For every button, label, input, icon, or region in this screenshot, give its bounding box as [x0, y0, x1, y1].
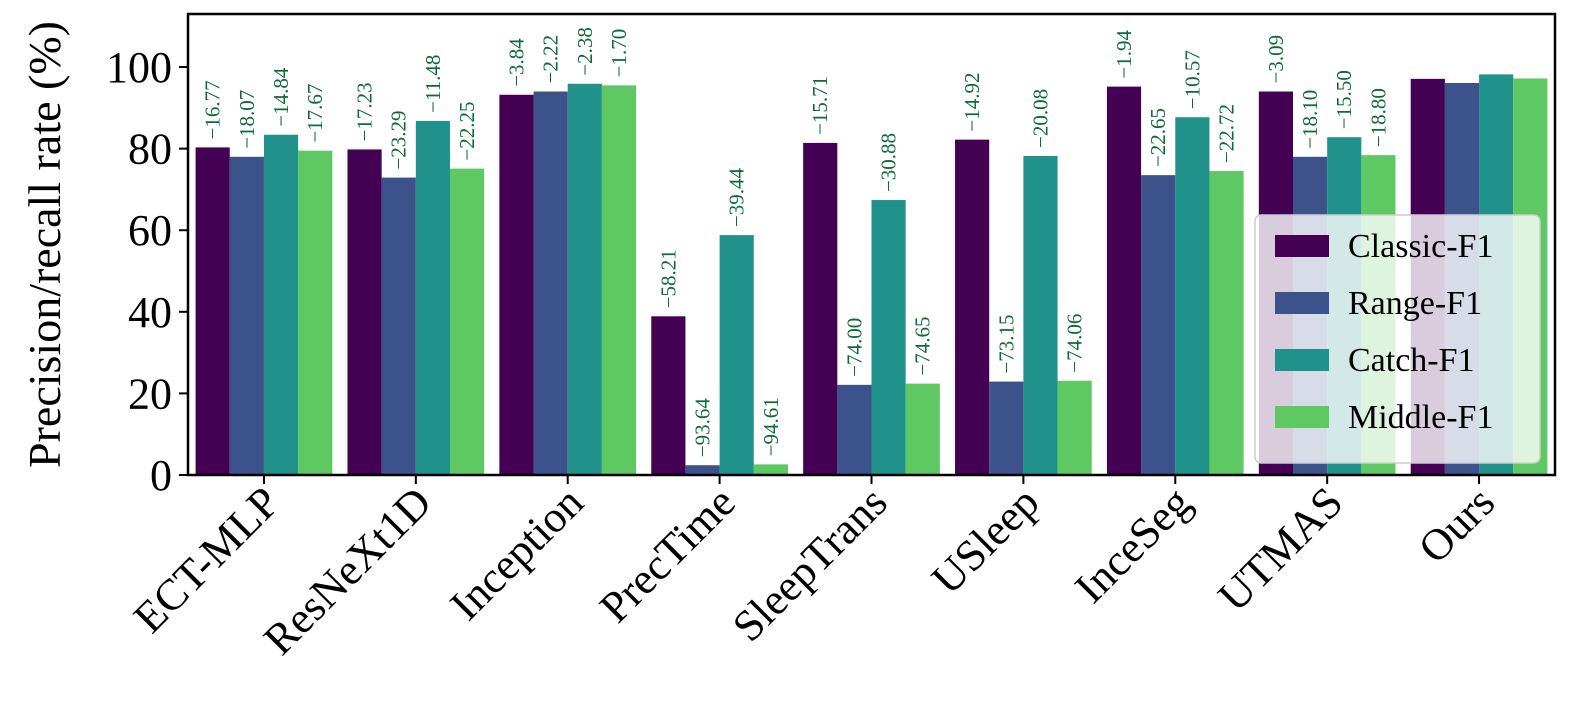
bar-catch-f1-prectime	[719, 235, 754, 475]
y-tick-label: 40	[128, 288, 172, 337]
bar-value-label: −22.25	[455, 102, 479, 161]
legend-swatch	[1275, 235, 1329, 257]
bar-range-f1-inceseg	[1141, 175, 1176, 475]
y-tick-label: 80	[128, 125, 172, 174]
bar-value-label: −94.61	[759, 397, 783, 456]
bar-range-f1-sleeptrans	[837, 384, 872, 475]
legend-entry: Range-F1	[1348, 285, 1482, 322]
bar-value-label: −3.84	[504, 38, 528, 87]
x-tick-label: UTMAS	[1209, 477, 1353, 621]
x-tick-label: Ours	[1409, 477, 1504, 572]
bar-range-f1-ect-mlp	[229, 156, 264, 476]
bar-value-label: −10.57	[1180, 50, 1204, 109]
bar-value-label: −14.84	[269, 67, 293, 127]
bar-value-label: −17.67	[303, 84, 327, 143]
bar-value-label: −16.77	[201, 80, 225, 139]
bar-value-label: −18.07	[235, 90, 259, 149]
x-tick-label: SleepTrans	[723, 477, 897, 651]
x-tick-label: Inception	[441, 477, 593, 629]
bar-catch-f1-sleeptrans	[871, 200, 906, 475]
bar-value-label: −15.50	[1332, 70, 1356, 129]
bar-middle-f1-ect-mlp	[298, 150, 333, 476]
bar-value-label: −22.65	[1146, 108, 1170, 167]
bar-catch-f1-usleep	[1023, 155, 1058, 475]
x-tick-label: USleep	[922, 477, 1048, 603]
y-tick-label: 100	[106, 43, 172, 92]
bar-value-label: −18.10	[1298, 90, 1322, 149]
legend-entry: Catch-F1	[1348, 342, 1475, 379]
bar-value-label: −22.72	[1215, 104, 1239, 163]
legend-swatch	[1275, 406, 1329, 428]
bar-value-label: −2.22	[539, 35, 563, 84]
bar-middle-f1-resnext1d	[450, 168, 485, 475]
legend-swatch	[1275, 292, 1329, 314]
bar-value-label: −18.80	[1366, 88, 1390, 147]
bar-classic-f1-resnext1d	[347, 149, 382, 475]
bar-value-label: −74.65	[911, 317, 935, 376]
bar-value-label: −15.71	[808, 76, 832, 135]
bar-classic-f1-prectime	[651, 316, 686, 475]
bar-value-label: −14.92	[960, 73, 984, 132]
legend-entry: Middle-F1	[1348, 399, 1493, 436]
bar-middle-f1-inception	[601, 85, 637, 475]
x-tick-label: InceSeg	[1065, 477, 1200, 612]
y-axis: 0 20 40 60 80 100	[106, 43, 188, 500]
bar-value-label: −93.64	[691, 398, 715, 458]
bar-value-label: −2.38	[573, 27, 597, 76]
y-tick-label: 20	[128, 369, 172, 418]
bar-value-label: −23.29	[387, 110, 411, 169]
bar-value-label: −1.70	[607, 29, 631, 78]
bar-middle-f1-prectime	[753, 464, 788, 475]
bar-classic-f1-inceseg	[1106, 86, 1142, 476]
x-tick-label: ECT-MLP	[124, 477, 289, 642]
bar-value-label: −11.48	[421, 55, 445, 113]
bar-classic-f1-sleeptrans	[803, 142, 838, 476]
bar-catch-f1-ect-mlp	[263, 134, 299, 475]
bar-value-label: −30.88	[877, 133, 901, 192]
bar-range-f1-inception	[533, 91, 568, 475]
bar-labels-layer: −16.77 −17.23 −3.84 −58.21 −15.71 −14.92 −1.94…	[201, 27, 1391, 457]
bar-range-f1-prectime	[685, 465, 720, 475]
bar-middle-f1-inceseg	[1209, 171, 1244, 475]
bar-value-label: −1.94	[1112, 30, 1136, 79]
bar-classic-f1-usleep	[955, 139, 990, 475]
legend-swatch	[1275, 349, 1329, 371]
bar-classic-f1-ect-mlp	[195, 147, 230, 475]
bar-middle-f1-sleeptrans	[905, 383, 940, 475]
y-axis-label: Precision/recall rate (%)	[19, 21, 70, 468]
bar-value-label: −58.21	[656, 249, 680, 308]
legend: Classic-F1 Range-F1 Catch-F1 Middle-F1	[1254, 214, 1541, 464]
bar-value-label: −74.06	[1063, 314, 1087, 373]
bar-value-label: −3.09	[1264, 35, 1288, 84]
bar-catch-f1-resnext1d	[415, 120, 450, 475]
bar-classic-f1-inception	[499, 94, 534, 475]
bar-value-label: −39.44	[725, 168, 749, 228]
bar-range-f1-resnext1d	[381, 177, 416, 475]
bar-value-label: −17.23	[353, 82, 377, 141]
legend-box	[1254, 214, 1541, 464]
y-tick-label: 0	[150, 451, 172, 500]
legend-entry: Classic-F1	[1348, 228, 1493, 265]
x-tick-label: PrecTime	[590, 477, 745, 632]
bar-catch-f1-inception	[567, 83, 602, 475]
bar-value-label: −20.08	[1028, 89, 1052, 148]
y-tick-label: 60	[128, 206, 172, 255]
bar-catch-f1-inceseg	[1175, 117, 1210, 475]
bar-value-label: −74.00	[842, 318, 866, 377]
bar-value-label: −73.15	[994, 314, 1018, 373]
bar-middle-f1-usleep	[1057, 380, 1092, 475]
bar-range-f1-usleep	[989, 381, 1024, 475]
